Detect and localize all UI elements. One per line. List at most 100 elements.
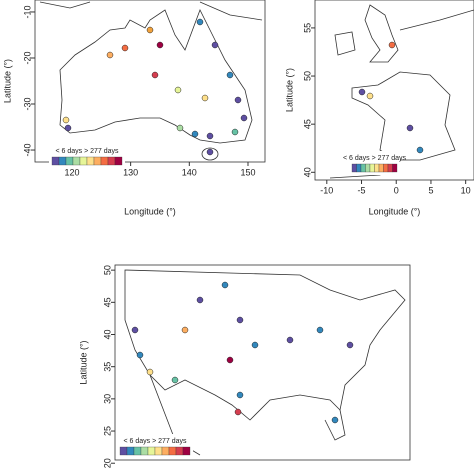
- station: [366, 92, 374, 100]
- station: [131, 326, 139, 334]
- station: [286, 336, 294, 344]
- station: [206, 148, 214, 156]
- legend-swatch: [79, 156, 88, 166]
- legend-swatch: [154, 446, 163, 456]
- legend-swatch: [114, 156, 123, 166]
- y-tick-label: 45: [302, 119, 312, 129]
- y-tick-label: 55: [302, 23, 312, 33]
- station: [191, 130, 199, 138]
- stations: [358, 41, 424, 154]
- station: [146, 26, 154, 34]
- x-tick-label: 5: [428, 185, 433, 195]
- legend-swatch: [147, 446, 156, 456]
- legend-swatch: [175, 446, 184, 456]
- legend-label: < 6 days > 277 days: [55, 148, 119, 155]
- y-tick-label: 20: [102, 458, 112, 468]
- map-decor: [34, 0, 474, 461]
- map-frame: [114, 264, 411, 461]
- station: [64, 124, 72, 132]
- y-tick-label: 40: [302, 167, 312, 177]
- x-tick-label: -10: [320, 185, 333, 195]
- coastline: [124, 269, 406, 421]
- legend-swatch: [387, 163, 393, 173]
- station: [201, 94, 209, 102]
- legend-swatch: [378, 163, 384, 173]
- station: [211, 41, 219, 49]
- y-axis-label: Latitude (°): [2, 59, 12, 103]
- x-tick-label: -5: [358, 185, 366, 195]
- axes: 120 130 140 150 -10 -20 -30 -40 Longitude (°) Lat…: [2, 5, 470, 468]
- station: [151, 71, 159, 79]
- x-tick-label: 10: [461, 185, 471, 195]
- station: [62, 116, 70, 124]
- legend-swatch: [100, 156, 109, 166]
- station: [174, 86, 182, 94]
- station: [236, 391, 244, 399]
- station: [406, 124, 414, 132]
- legend-swatch: [86, 156, 95, 166]
- station: [136, 351, 144, 359]
- station: [171, 376, 179, 384]
- station: [196, 18, 204, 26]
- x-axis-label: Longitude (°): [124, 206, 176, 216]
- legend-swatch: [365, 163, 371, 173]
- station: [234, 96, 242, 104]
- map-frame: [314, 0, 474, 181]
- y-tick-label: 45: [102, 297, 112, 307]
- station: [176, 124, 184, 132]
- y-tick-label: 30: [102, 394, 112, 404]
- y-tick-label: 50: [302, 71, 312, 81]
- station: [221, 281, 229, 289]
- station: [226, 356, 234, 364]
- station: [388, 41, 396, 49]
- station: [231, 128, 239, 136]
- station: [156, 41, 164, 49]
- legend-swatch: [351, 163, 357, 173]
- legend-label: < 6 days > 277 days: [123, 438, 187, 445]
- x-tick-label: 120: [64, 167, 79, 177]
- y-tick-label: 35: [102, 362, 112, 372]
- station: [346, 341, 354, 349]
- y-tick-label: -10: [22, 5, 32, 18]
- station: [106, 51, 114, 59]
- coastline: [59, 9, 253, 144]
- x-axis-label: Longitude (°): [369, 206, 421, 216]
- x-tick-label: 150: [240, 167, 255, 177]
- x-tick-label: 140: [182, 167, 197, 177]
- legend-swatch: [161, 446, 170, 456]
- legend-swatch: [51, 156, 60, 166]
- station: [331, 416, 339, 424]
- station: [206, 132, 214, 140]
- legend-swatch: [133, 446, 142, 456]
- station: [251, 341, 259, 349]
- legend-swatch: [119, 446, 128, 456]
- stations: [62, 18, 248, 156]
- legend-swatch: [360, 163, 366, 173]
- station: [121, 44, 129, 52]
- station: [146, 368, 154, 376]
- y-axis-label: Latitude (°): [78, 340, 88, 384]
- station: [358, 88, 366, 96]
- stations: [131, 281, 354, 424]
- y-tick-label: -40: [22, 144, 32, 157]
- legend-swatch: [356, 163, 362, 173]
- legend-swatch: [72, 156, 81, 166]
- station: [196, 296, 204, 304]
- legend-swatch: [126, 446, 135, 456]
- y-tick-label: -20: [22, 51, 32, 64]
- station: [236, 316, 244, 324]
- x-tick-label: 130: [123, 167, 138, 177]
- station: [416, 146, 424, 154]
- legend-swatch: [107, 156, 116, 166]
- legend-label: < 6 days > 277 days: [343, 155, 407, 162]
- legend-swatch: [392, 163, 398, 173]
- station: [226, 71, 234, 79]
- y-tick-label: 25: [102, 426, 112, 436]
- station: [240, 114, 248, 122]
- legend-swatch: [182, 446, 191, 456]
- x-tick-label: 0: [394, 185, 399, 195]
- station: [316, 326, 324, 334]
- coastline: [334, 31, 356, 56]
- legend-swatch: [374, 163, 380, 173]
